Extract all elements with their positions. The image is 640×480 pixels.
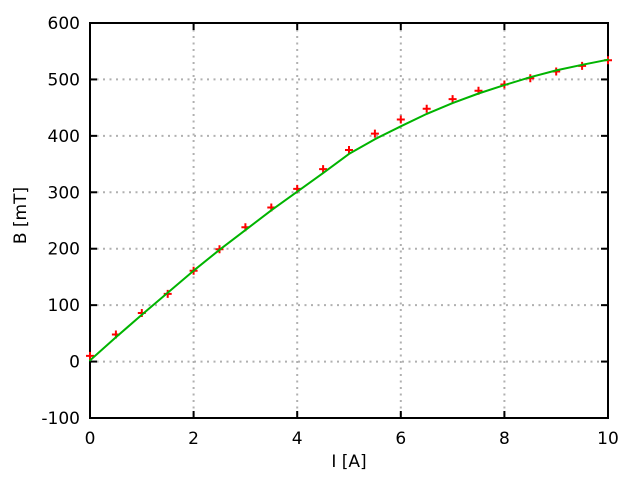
x-tick-label: 0 [85, 429, 96, 449]
data-point-cross [370, 129, 379, 138]
x-tick-label: 8 [499, 429, 510, 449]
y-tick-label: 600 [48, 14, 80, 34]
y-tick-label: 300 [48, 183, 80, 203]
y-tick-label: 0 [69, 353, 80, 373]
data-point-cross [448, 95, 457, 104]
plot-border [89, 22, 609, 419]
data-point-cross [86, 351, 94, 360]
y-tick-label: 200 [48, 240, 80, 260]
y-tick-label: 400 [48, 127, 80, 147]
data-point-cross [319, 165, 328, 174]
y-tick-label: 100 [48, 296, 80, 316]
fit-curve [89, 58, 609, 362]
x-tick-label: 2 [188, 429, 199, 449]
y-axis-label: B [mT] [11, 187, 31, 244]
x-tick-label: 4 [292, 429, 303, 449]
data-point-cross [422, 104, 431, 113]
x-axis-label: I [A] [331, 452, 366, 472]
x-tick-label: 10 [597, 429, 619, 449]
data-point-cross [396, 115, 405, 124]
y-tick-label: 500 [48, 70, 80, 90]
data-point-cross [345, 145, 353, 154]
x-tick-label: 6 [395, 429, 406, 449]
y-tick-label: -100 [41, 409, 80, 429]
